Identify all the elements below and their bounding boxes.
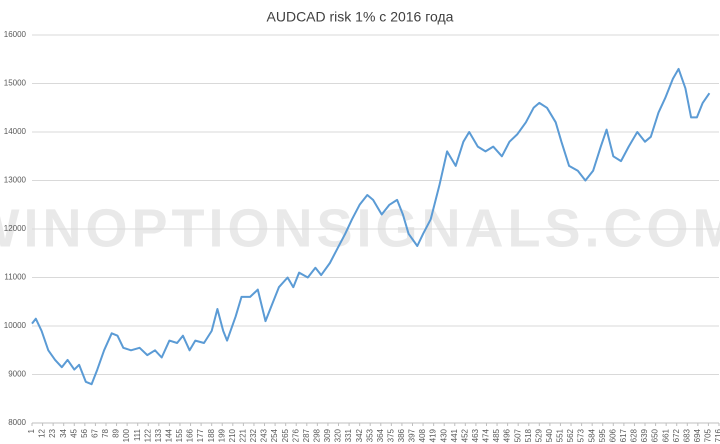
x-tick-label: 188	[207, 428, 216, 442]
x-tick-label: 1	[27, 428, 36, 433]
x-tick-label: 276	[291, 428, 300, 442]
x-tick-label: 562	[566, 428, 575, 442]
x-tick-label: 650	[651, 428, 660, 442]
x-tick-label: 342	[355, 428, 364, 442]
x-tick-label: 474	[482, 428, 491, 442]
x-tick-label: 496	[503, 428, 512, 442]
x-tick-label: 67	[91, 428, 100, 437]
y-tick-label: 9000	[8, 370, 26, 379]
x-tick-label: 12	[38, 428, 47, 437]
x-tick-label: 353	[365, 428, 374, 442]
x-tick-label: 617	[619, 428, 628, 442]
x-tick-label: 430	[439, 428, 448, 442]
chart-title: AUDCAD risk 1% с 2016 года	[267, 9, 454, 25]
y-tick-label: 8000	[8, 418, 26, 427]
x-tick-label: 705	[704, 428, 713, 442]
y-tick-label: 15000	[4, 79, 27, 88]
x-tick-label: 375	[386, 428, 395, 442]
y-tick-label: 16000	[4, 30, 27, 39]
x-tick-label: 78	[101, 428, 110, 437]
x-tick-label: 661	[661, 428, 670, 442]
x-tick-label: 628	[630, 428, 639, 442]
x-tick-label: 518	[524, 428, 533, 442]
x-tick-label: 573	[577, 428, 586, 442]
x-tick-label: 111	[133, 428, 142, 441]
x-tick-label: 672	[672, 428, 681, 442]
x-tick-label: 397	[408, 428, 417, 442]
x-tick-label: 34	[59, 428, 68, 437]
x-tick-label: 23	[48, 428, 57, 437]
x-tick-label: 683	[682, 428, 691, 442]
x-tick-label: 45	[69, 428, 78, 437]
x-tick-label: 529	[534, 428, 543, 442]
x-tick-label: 452	[460, 428, 469, 442]
y-tick-label: 14000	[4, 127, 27, 136]
x-tick-label: 177	[196, 428, 205, 442]
x-tick-label: 199	[217, 428, 226, 442]
x-tick-label: 89	[112, 428, 121, 437]
x-tick-label: 287	[302, 428, 311, 442]
x-tick-label: 210	[228, 428, 237, 442]
x-tick-label: 595	[598, 428, 607, 442]
x-tick-label: 507	[513, 428, 522, 442]
x-tick-label: 100	[122, 428, 131, 442]
y-tick-label: 13000	[4, 176, 27, 185]
x-tick-label: 540	[545, 428, 554, 442]
x-tick-label: 485	[492, 428, 501, 442]
x-tick-label: 265	[281, 428, 290, 442]
x-tick-label: 364	[376, 428, 385, 442]
x-tick-label: 166	[186, 428, 195, 442]
x-tick-label: 441	[450, 428, 459, 442]
x-tick-label: 298	[312, 428, 321, 442]
x-tick-label: 716	[714, 428, 720, 442]
x-tick-label: 551	[556, 428, 565, 442]
x-tick-label: 606	[608, 428, 617, 442]
x-tick-label: 133	[154, 428, 163, 442]
x-tick-label: 386	[397, 428, 406, 442]
x-tick-label: 309	[323, 428, 332, 442]
y-tick-label: 10000	[4, 321, 27, 330]
x-tick-label: 144	[165, 428, 174, 442]
x-tick-label: 243	[260, 428, 269, 442]
x-tick-label: 221	[238, 428, 247, 442]
x-tick-label: 232	[249, 428, 258, 442]
x-tick-label: 254	[270, 428, 279, 442]
x-tick-label: 463	[471, 428, 480, 442]
x-tick-label: 331	[344, 428, 353, 442]
x-tick-label: 694	[693, 428, 702, 442]
line-series	[31, 67, 711, 386]
x-tick-label: 56	[80, 428, 89, 437]
x-tick-label: 419	[429, 428, 438, 442]
x-tick-label: 584	[587, 428, 596, 442]
x-tick-label: 155	[175, 428, 184, 442]
x-tick-label: 408	[418, 428, 427, 442]
x-tick-label: 320	[334, 428, 343, 442]
watermark: WINOPTIONSIGNALS.COM	[0, 198, 720, 258]
x-tick-label: 122	[143, 428, 152, 442]
x-tick-label: 639	[640, 428, 649, 442]
y-tick-label: 11000	[4, 273, 26, 282]
y-tick-label: 12000	[4, 224, 27, 233]
